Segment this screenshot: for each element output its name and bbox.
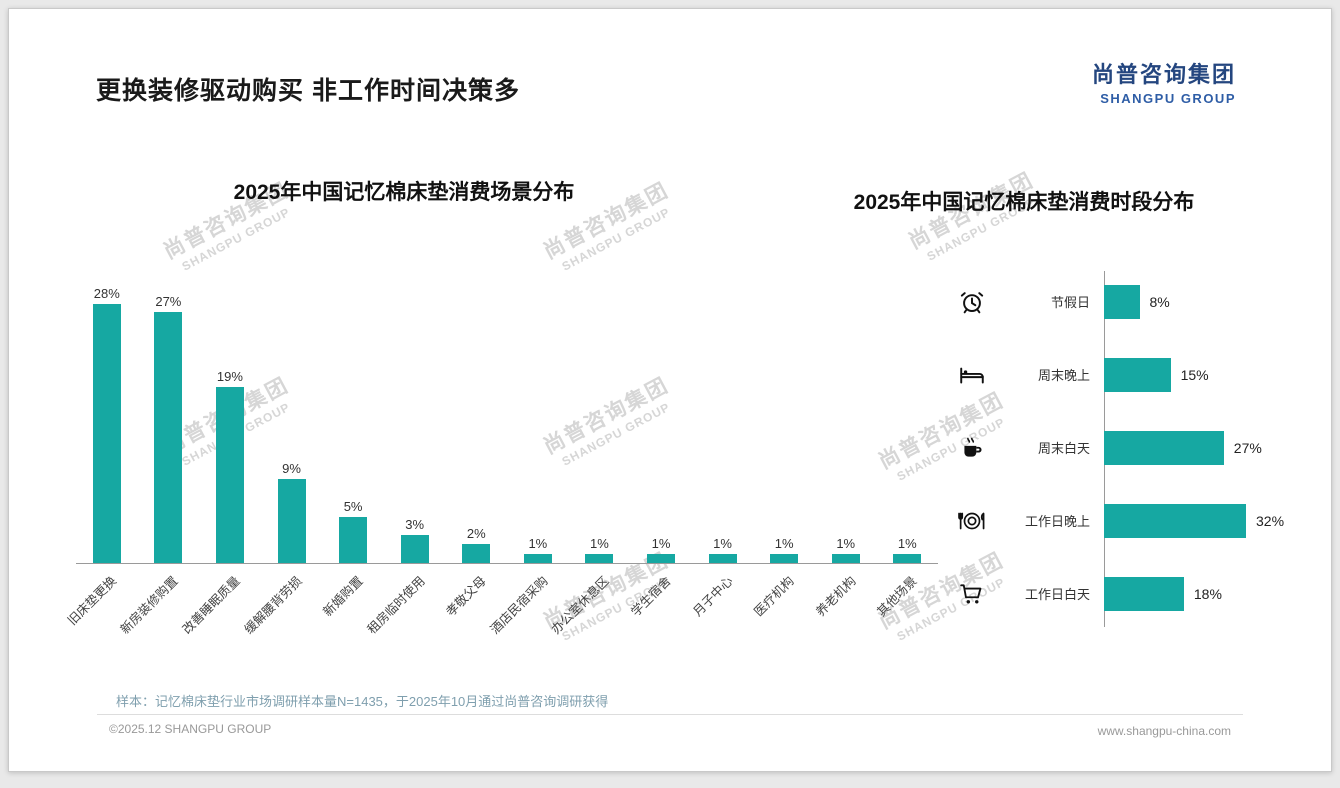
bar [1104, 503, 1246, 538]
bar [893, 553, 922, 563]
time-category-label: 周末晚上 [1037, 368, 1090, 383]
bar-value-label: 28% [93, 286, 120, 301]
bar [1104, 284, 1140, 319]
bar [646, 553, 675, 563]
category-label: 旧床垫更换 [65, 573, 120, 628]
category-label: 缓解腰背劳损 [241, 573, 305, 637]
copyright-text: ©2025.12 SHANGPU GROUP [109, 722, 272, 736]
bar [1104, 430, 1224, 465]
bar-value-label: 1% [897, 535, 917, 551]
coffee-cup-icon [954, 435, 990, 461]
category-label: 新婚购置 [320, 573, 366, 620]
bar [585, 553, 614, 563]
bar [1104, 576, 1184, 611]
time-category-label: 工作日晚上 [1024, 514, 1090, 529]
time-chart-row: 周末白天 27% [954, 411, 1326, 484]
category-label: 酒店民宿采购 [487, 573, 551, 637]
bar [92, 304, 121, 563]
time-category-label: 节假日 [1050, 295, 1090, 310]
time-chart: 节假日 8% 周末晚上 15% 周末白天 27% 工作日晚上 32% 工作日白天 18% [954, 265, 1326, 630]
shopping-cart-icon [954, 581, 990, 607]
alarm-clock-icon [954, 289, 990, 315]
bar-value-label: 19% [216, 368, 243, 384]
time-chart-row: 节假日 8% [954, 265, 1326, 338]
bar-column: 1% 酒店民宿采购 [488, 286, 569, 637]
time-chart-row: 周末晚上 15% [954, 338, 1326, 411]
bar-value-label: 1% [651, 535, 671, 551]
bar-value-label: 9% [282, 461, 301, 477]
bar [770, 553, 799, 563]
company-logo: 尚普咨询集团 SHANGPU GROUP [1092, 57, 1236, 106]
bar [215, 386, 244, 563]
bar-column: 1% 学生宿舍 [628, 286, 692, 619]
sample-note: 样本：记忆棉床垫行业市场调研样本量N=1435，于2025年10月通过尚普咨询调… [116, 694, 609, 709]
category-label: 医疗机构 [751, 573, 797, 620]
category-label: 养老机构 [813, 573, 859, 620]
slide: 尚普咨询集团 SHANGPU GROUP 尚普咨询集团 SHANGPU GROUP 尚普… [8, 8, 1332, 772]
page-title: 更换装修驱动购买 非工作时间决策多 [96, 77, 520, 105]
bar [523, 553, 552, 563]
category-label: 月子中心 [690, 573, 736, 620]
bar-area: 27% [1104, 430, 1262, 465]
time-chart-row: 工作日晚上 32% [954, 484, 1326, 557]
website-link[interactable]: www.shangpu-china.com [1097, 724, 1231, 738]
bar-column: 28% 旧床垫更换 [65, 286, 138, 628]
bar-area: 18% [1104, 576, 1222, 611]
bar-column: 27% 新房装修购置 [118, 286, 200, 637]
time-category-label: 工作日白天 [1024, 587, 1090, 602]
dining-plate-icon [954, 508, 990, 534]
bar-column: 19% 改善睡眠质量 [180, 286, 261, 637]
bar [462, 544, 491, 563]
bar [400, 535, 429, 563]
bar [339, 516, 368, 563]
bed-icon [954, 362, 990, 388]
bar-value-label: 1% [590, 535, 609, 551]
bar-value-label: 15% [1180, 366, 1209, 383]
bar [708, 553, 737, 563]
category-label: 学生宿舍 [628, 573, 674, 620]
bar-value-label: 32% [1256, 512, 1285, 529]
bar-value-label: 3% [405, 517, 425, 533]
category-label: 改善睡眠质量 [179, 573, 243, 637]
bar-value-label: 27% [1233, 439, 1262, 456]
bar [831, 553, 860, 563]
bar-value-label: 8% [1149, 293, 1170, 310]
bar-column: 1% 其他场景 [875, 286, 939, 619]
time-chart-title: 2025年中国记忆棉床垫消费时段分布 [853, 191, 1195, 214]
category-label: 办公室休息区 [549, 573, 613, 637]
footer-divider [97, 714, 1243, 715]
bar-value-label: 18% [1193, 585, 1222, 602]
bar-column: 1% 办公室休息区 [549, 286, 631, 637]
bar-column: 1% 月子中心 [690, 286, 754, 619]
scene-chart: 28% 旧床垫更换 27% 新房装修购置 19% 改善睡眠质量 9% 缓解腰背劳损 5% 新婚购置… [65, 286, 939, 637]
bar [154, 312, 183, 563]
bar-column: 1% 医疗机构 [752, 286, 815, 619]
bar-area: 32% [1104, 503, 1285, 538]
bar-column: 2% 孝敬父母 [444, 286, 507, 619]
bar-area: 15% [1104, 357, 1209, 392]
bar-value-label: 2% [466, 526, 486, 542]
bar-value-label: 27% [155, 294, 182, 310]
bar-value-label: 1% [528, 535, 548, 551]
bar-column: 1% 养老机构 [813, 286, 877, 619]
category-label: 租房临时使用 [364, 573, 428, 637]
bar-value-label: 1% [774, 535, 794, 551]
bar-value-label: 1% [713, 535, 732, 551]
category-label: 孝敬父母 [443, 573, 489, 620]
logo-cn-text: 尚普咨询集团 [1091, 62, 1236, 87]
bar-column: 9% 缓解腰背劳损 [241, 286, 323, 637]
bar-column: 3% 租房临时使用 [364, 286, 446, 637]
scene-chart-title: 2025年中国记忆棉床垫消费场景分布 [233, 181, 575, 204]
bar-value-label: 5% [343, 498, 363, 514]
bar [277, 479, 306, 563]
bar-area: 8% [1104, 284, 1170, 319]
bar-value-label: 1% [836, 535, 856, 551]
time-chart-row: 工作日白天 18% [954, 557, 1326, 630]
bar-column: 5% 新婚购置 [321, 286, 384, 619]
category-label: 新房装修购置 [118, 573, 182, 637]
category-label: 其他场景 [874, 573, 921, 620]
logo-en-text: SHANGPU GROUP [1100, 91, 1236, 106]
bar [1104, 357, 1171, 392]
time-category-label: 周末白天 [1037, 441, 1090, 456]
